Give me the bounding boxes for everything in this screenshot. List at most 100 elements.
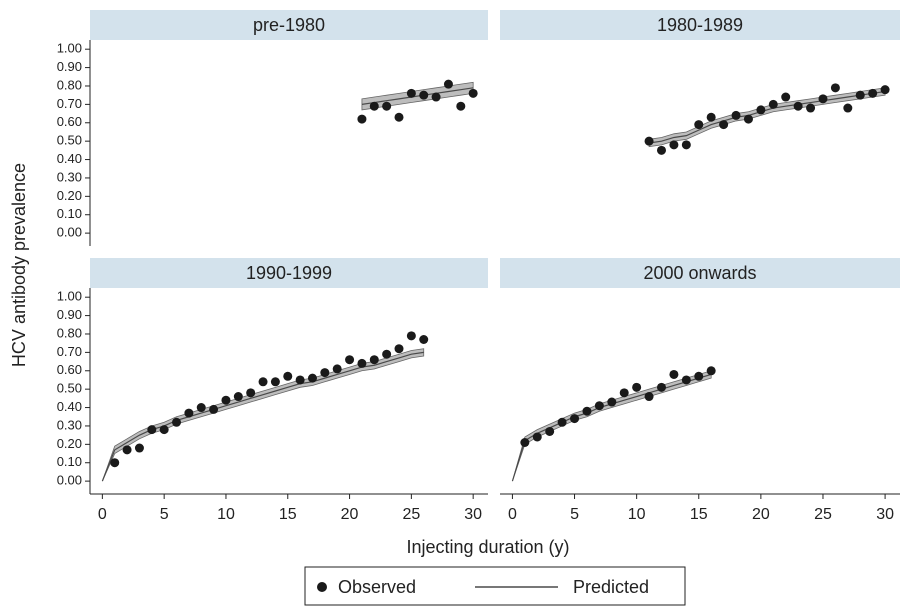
y-tick-label: 0.30 [57, 169, 82, 184]
panel-title: 1980-1989 [657, 15, 743, 35]
observed-point [357, 358, 367, 368]
legend-label: Observed [338, 577, 416, 597]
observed-point [147, 425, 157, 435]
observed-point [731, 110, 741, 120]
x-axis-label: Injecting duration (y) [406, 537, 569, 557]
observed-point [694, 120, 704, 130]
ci-band [101, 348, 425, 482]
observed-point [159, 425, 169, 435]
x-tick-label: 25 [402, 506, 420, 523]
observed-point [706, 112, 716, 122]
y-tick-label: 0.10 [57, 454, 82, 469]
observed-point [594, 401, 604, 411]
x-tick-label: 0 [98, 506, 107, 523]
observed-point [345, 355, 355, 365]
y-tick-label: 0.70 [57, 96, 82, 111]
y-tick-label: 0.80 [57, 77, 82, 92]
x-tick-label: 20 [752, 506, 770, 523]
x-tick-label: 30 [876, 506, 894, 523]
observed-point [382, 349, 392, 359]
y-tick-label: 0.70 [57, 344, 82, 359]
observed-point [806, 103, 816, 113]
y-tick-label: 1.00 [57, 289, 82, 304]
observed-point [880, 85, 890, 95]
panel-title: 1990-1999 [246, 263, 332, 283]
observed-point [295, 375, 305, 385]
x-tick-label: 5 [570, 506, 579, 523]
observed-point [694, 371, 704, 381]
observed-point [184, 408, 194, 418]
y-tick-label: 0.50 [57, 133, 82, 148]
y-tick-label: 0.20 [57, 188, 82, 203]
observed-point [743, 114, 753, 124]
observed-point [357, 114, 367, 124]
observed-point [468, 88, 478, 98]
observed-point [793, 101, 803, 111]
observed-point [644, 136, 654, 146]
predicted-line [361, 87, 474, 105]
observed-point [122, 445, 132, 455]
observed-point [258, 377, 268, 387]
observed-point [332, 364, 342, 374]
y-tick-label: 0.30 [57, 417, 82, 432]
observed-point [768, 99, 778, 109]
observed-point [246, 388, 256, 398]
observed-point [283, 371, 293, 381]
panel-title: 2000 onwards [643, 263, 756, 283]
legend-box [304, 566, 686, 606]
observed-point [719, 120, 729, 130]
observed-point [209, 404, 219, 414]
panel-strip [90, 258, 488, 288]
x-tick-label: 15 [279, 506, 297, 523]
observed-point [706, 366, 716, 376]
y-tick-label: 0.20 [57, 436, 82, 451]
observed-point [134, 443, 144, 453]
observed-point [656, 145, 666, 155]
observed-point [681, 375, 691, 385]
x-tick-label: 0 [508, 506, 517, 523]
x-tick-label: 30 [464, 506, 482, 523]
observed-point [307, 373, 317, 383]
predicted-line [648, 90, 886, 144]
y-tick-label: 0.00 [57, 473, 82, 488]
legend-label: Predicted [573, 577, 649, 597]
observed-point [607, 397, 617, 407]
observed-point [443, 79, 453, 89]
panel-title: pre-1980 [253, 15, 325, 35]
predicted-line [101, 351, 424, 482]
observed-point [532, 432, 542, 442]
observed-point [619, 388, 629, 398]
observed-point [406, 331, 416, 341]
y-axis-label: HCV antibody prevalence [9, 163, 29, 367]
observed-point [382, 101, 392, 111]
observed-point [644, 392, 654, 402]
observed-point [570, 414, 580, 424]
observed-point [196, 403, 206, 413]
y-tick-label: 0.50 [57, 381, 82, 396]
observed-point [233, 392, 243, 402]
observed-point [557, 417, 567, 427]
observed-point [419, 90, 429, 100]
observed-point [221, 395, 231, 405]
observed-point [320, 368, 330, 378]
observed-point [431, 92, 441, 102]
y-tick-label: 1.00 [57, 41, 82, 56]
observed-point [406, 88, 416, 98]
legend-marker [317, 582, 327, 592]
observed-point [756, 105, 766, 115]
observed-point [582, 406, 592, 416]
observed-point [632, 382, 642, 392]
observed-point [369, 355, 379, 365]
y-tick-label: 0.60 [57, 114, 82, 129]
ci-band [512, 370, 712, 482]
observed-point [520, 438, 530, 447]
observed-point [830, 83, 840, 93]
y-tick-label: 0.40 [57, 151, 82, 166]
observed-point [545, 426, 555, 436]
y-tick-label: 0.10 [57, 206, 82, 221]
observed-point [656, 382, 666, 392]
observed-point [669, 140, 679, 150]
y-tick-label: 0.40 [57, 399, 82, 414]
observed-point [419, 335, 429, 344]
